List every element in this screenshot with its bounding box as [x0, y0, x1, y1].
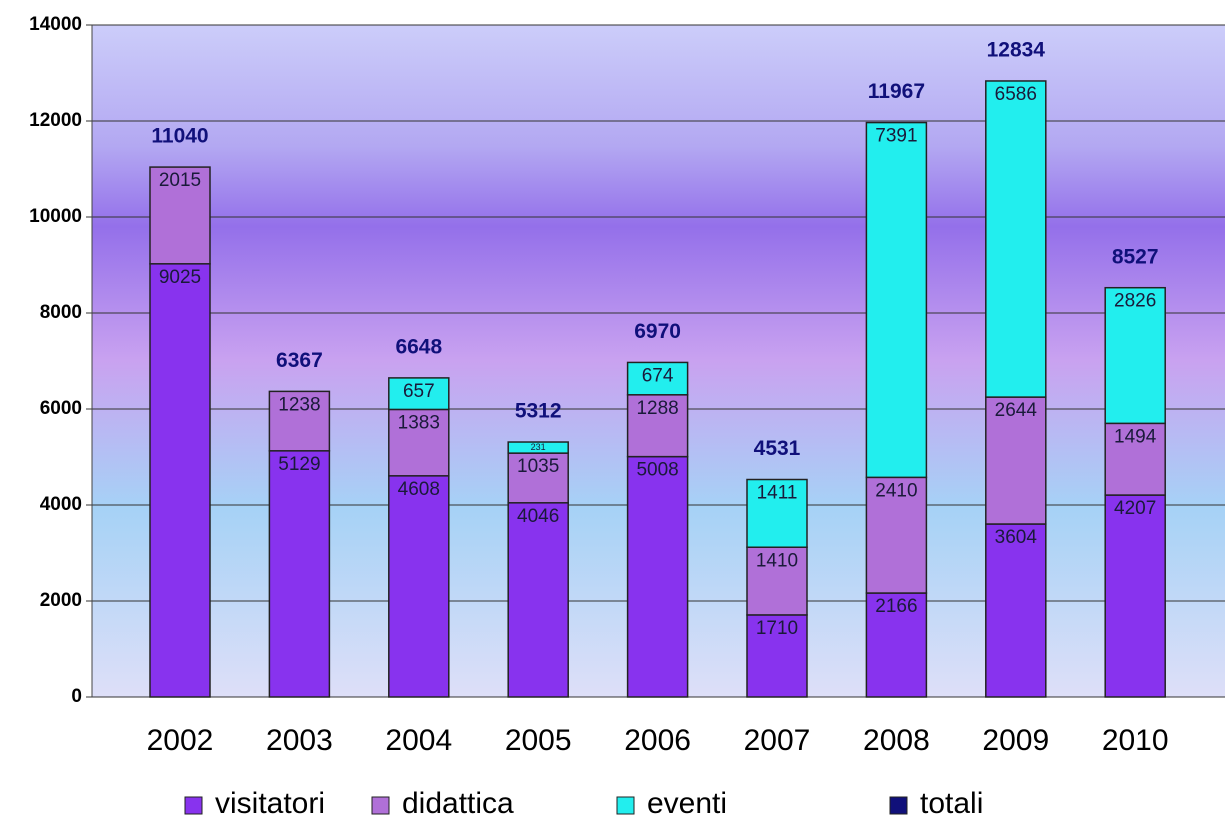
y-tick-label: 2000	[40, 590, 82, 611]
total-label: 8527	[1112, 245, 1159, 268]
y-tick-label: 8000	[40, 302, 82, 323]
bar-segment	[1104, 422, 1166, 496]
total-label: 11967	[868, 80, 925, 103]
x-tick-label: 2006	[624, 724, 691, 757]
y-tick-label: 4000	[40, 494, 82, 515]
bar-segment	[268, 390, 331, 452]
bar-segment	[507, 452, 569, 504]
bar-segment	[626, 455, 689, 698]
x-tick-label: 2005	[505, 724, 572, 757]
bar-segment	[626, 361, 689, 396]
x-tick-label: 2002	[147, 724, 214, 757]
bar-segment	[746, 478, 808, 548]
legend-swatch	[184, 796, 203, 815]
value-label: 9025	[159, 267, 201, 288]
value-label: 1411	[757, 483, 798, 504]
value-label: 1035	[517, 456, 559, 477]
total-label: 11040	[151, 125, 208, 148]
value-label: 657	[403, 381, 435, 402]
legend-swatch	[616, 796, 635, 815]
legend-label: totali	[920, 787, 983, 820]
bar-segment	[388, 408, 450, 477]
total-label: 6970	[634, 320, 681, 343]
legend-label: didattica	[402, 787, 514, 820]
bar-segment	[865, 592, 928, 698]
bar-segment	[388, 475, 450, 698]
value-label: 5129	[278, 454, 320, 475]
y-tick-label: 10000	[29, 206, 82, 227]
value-label: 1288	[636, 398, 678, 419]
y-tick-label: 12000	[29, 110, 82, 131]
bar-segment	[985, 80, 1047, 398]
legend-label: eventi	[647, 787, 727, 820]
value-label: 1410	[756, 550, 798, 571]
bar-segment	[865, 121, 928, 479]
total-label: 5312	[515, 400, 562, 423]
total-label: 4531	[754, 437, 801, 460]
bar-segment	[1104, 494, 1166, 698]
bar-segment	[626, 394, 689, 458]
value-label: 6586	[995, 84, 1037, 105]
x-tick-label: 2007	[744, 724, 811, 757]
value-label: 2826	[1114, 291, 1156, 312]
value-label: 1383	[398, 412, 440, 433]
y-tick-label: 6000	[40, 398, 82, 419]
value-label: 2015	[159, 170, 201, 191]
value-label: 2410	[875, 480, 917, 501]
total-label: 6648	[395, 335, 442, 358]
value-label: 4207	[1114, 498, 1156, 519]
value-label: 5008	[636, 460, 678, 481]
x-tick-label: 2004	[385, 724, 452, 757]
legend-label: visitatori	[215, 787, 325, 820]
value-label: 2644	[995, 400, 1038, 421]
value-label: 1494	[1114, 426, 1157, 447]
value-label: 4046	[517, 506, 559, 527]
y-tick-label: 0	[71, 686, 82, 707]
value-label: 7391	[875, 126, 917, 147]
value-label: 4608	[398, 479, 440, 500]
legend-swatch	[371, 796, 390, 815]
bar-segment	[149, 166, 211, 265]
bar-segment	[985, 523, 1047, 698]
y-tick-label: 14000	[29, 14, 82, 35]
bar-segment	[1104, 286, 1166, 425]
bar-segment	[507, 441, 569, 454]
bar-segment	[268, 450, 331, 698]
value-label: 3604	[995, 527, 1038, 548]
legend-swatch	[889, 796, 908, 815]
value-label: 674	[642, 365, 674, 386]
x-tick-label: 2010	[1102, 724, 1169, 757]
bar-segment	[985, 396, 1047, 525]
value-label: 231	[531, 442, 546, 452]
bar-segment	[746, 614, 808, 698]
value-label: 1238	[278, 394, 320, 415]
total-label: 6367	[276, 349, 323, 372]
x-tick-label: 2009	[982, 724, 1049, 757]
x-tick-label: 2008	[863, 724, 930, 757]
value-label: 1710	[756, 618, 798, 639]
bar-segment	[388, 377, 450, 411]
bar-segment	[865, 476, 928, 594]
value-label: 2166	[875, 596, 917, 617]
total-label: 12834	[987, 39, 1046, 62]
bar-segment	[149, 263, 211, 698]
bar-segment	[507, 502, 569, 698]
x-tick-label: 2003	[266, 724, 333, 757]
